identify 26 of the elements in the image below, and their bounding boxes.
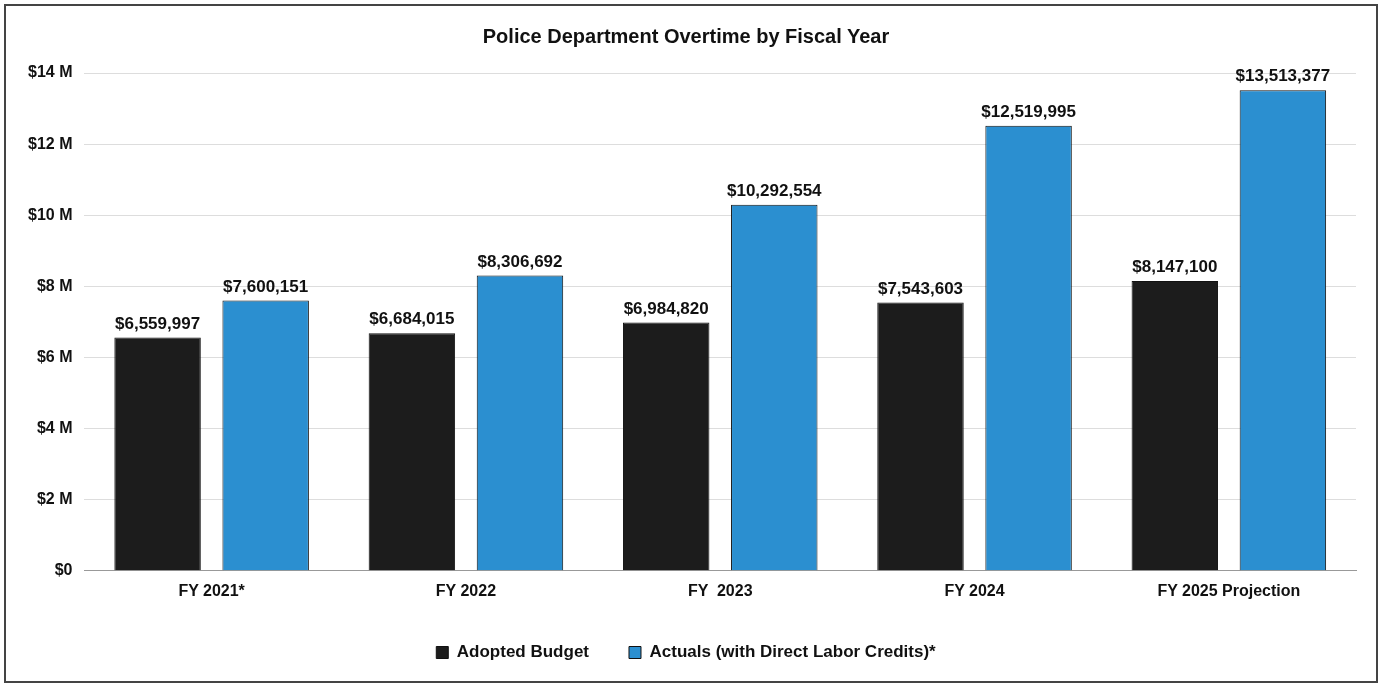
x-tick-label: FY 2022 bbox=[435, 581, 497, 599]
chart-title: Police Department Overtime by Fiscal Year bbox=[482, 24, 890, 47]
legend-label: Adopted Budget bbox=[456, 642, 590, 662]
y-tick-label: $10 M bbox=[28, 205, 73, 223]
y-tick-label: $8 M bbox=[36, 276, 73, 294]
data-label: $6,559,997 bbox=[115, 313, 201, 333]
data-label: $10,292,554 bbox=[727, 181, 823, 201]
x-tick-label: FY 2024 bbox=[944, 581, 1005, 599]
y-tick-label: $14 M bbox=[28, 63, 73, 81]
y-tick-label: $2 M bbox=[36, 490, 73, 508]
y-tick-label: $12 M bbox=[28, 134, 73, 152]
data-label: $8,147,100 bbox=[1132, 257, 1218, 277]
data-label: $12,519,995 bbox=[981, 101, 1076, 121]
data-label: $7,600,151 bbox=[223, 276, 309, 296]
y-tick-label: $6 M bbox=[36, 347, 73, 365]
legend-label: Actuals (with Direct Labor Credits)* bbox=[649, 642, 937, 662]
data-label: $8,306,692 bbox=[477, 251, 563, 271]
x-tick-label: FY 2025 Projection bbox=[1157, 581, 1301, 599]
data-label: $6,984,820 bbox=[623, 298, 709, 318]
data-label: $7,543,603 bbox=[877, 278, 964, 298]
y-tick-label: $4 M bbox=[36, 418, 73, 436]
y-tick-label: $0 bbox=[54, 561, 73, 579]
data-label: $13,513,377 bbox=[1235, 66, 1331, 86]
data-label: $6,684,015 bbox=[369, 309, 455, 329]
x-tick-label: FY 2021* bbox=[178, 581, 246, 599]
x-tick-label: FY 2023 bbox=[687, 581, 753, 599]
